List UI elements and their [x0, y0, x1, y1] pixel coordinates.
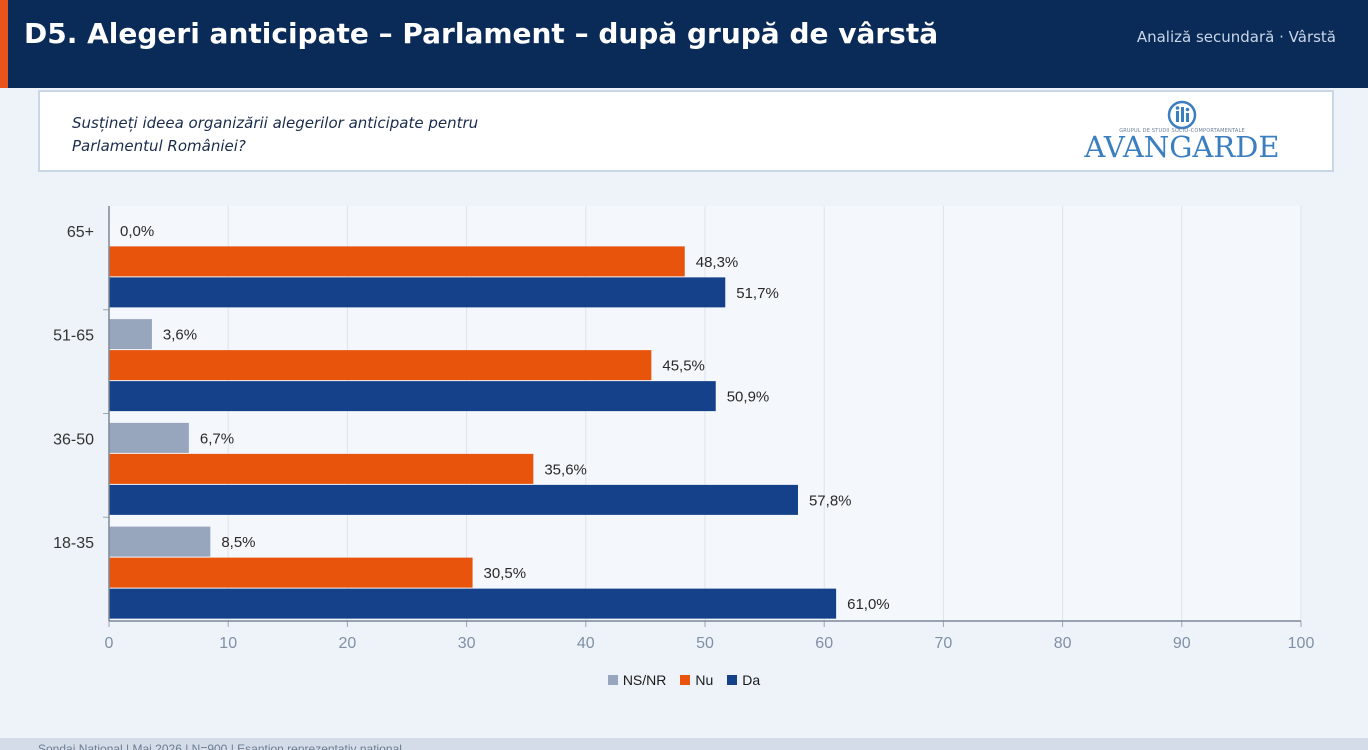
footer-bar: Sondaj Național | Mai 2026 | N=900 | Eșa… [0, 738, 1368, 750]
avangarde-logo: GRUPUL DE STUDII SOCIO-COMPORTAMENTALE A… [1082, 100, 1282, 164]
data-label: 57,8% [809, 492, 852, 509]
data-label: 45,5% [662, 358, 705, 375]
x-tick-label: 30 [458, 635, 476, 652]
data-label: 48,3% [696, 254, 739, 271]
legend-swatch [680, 675, 691, 685]
data-label: 51,7% [736, 285, 779, 302]
data-label: 3,6% [163, 327, 197, 344]
bar-ns-nr [109, 319, 152, 350]
bar-da [109, 588, 837, 619]
bar-da [109, 484, 798, 515]
x-tick-label: 100 [1288, 635, 1315, 652]
x-tick-label: 50 [696, 635, 714, 652]
data-label: 0,0% [120, 223, 154, 240]
bar-ns-nr [109, 422, 189, 453]
y-category-label: 51-65 [53, 328, 94, 345]
page-title: D5. Alegeri anticipate – Parlament – dup… [24, 17, 939, 50]
legend-label: NS/NR [622, 672, 667, 688]
chart-legend: NS/NR Nu Da [0, 671, 1368, 689]
y-category-label: 65+ [67, 224, 94, 241]
bar-nu [109, 350, 652, 381]
x-tick-label: 60 [815, 635, 833, 652]
x-tick-label: 0 [105, 635, 114, 652]
data-label: 50,9% [727, 389, 770, 406]
page-subtitle: Analiză secundară · Vârstă [1136, 28, 1336, 46]
footer-text: Sondaj Național | Mai 2026 | N=900 | Eșa… [38, 742, 402, 750]
data-label: 35,6% [544, 461, 587, 478]
y-category-label: 18-35 [53, 535, 94, 552]
header-bar: D5. Alegeri anticipate – Parlament – dup… [0, 0, 1368, 88]
bar-nu [109, 246, 685, 277]
x-tick-label: 90 [1173, 635, 1191, 652]
legend-item: Nu [680, 671, 713, 689]
x-tick-label: 20 [339, 635, 357, 652]
bar-ns-nr [109, 526, 211, 557]
data-label: 30,5% [484, 565, 527, 582]
data-label: 8,5% [221, 534, 255, 551]
data-label: 61,0% [847, 596, 890, 613]
data-label: 6,7% [200, 430, 234, 447]
logo-tagline: GRUPUL DE STUDII SOCIO-COMPORTAMENTALE [1119, 128, 1245, 134]
legend-swatch [727, 675, 738, 685]
legend-swatch [607, 675, 618, 685]
y-category-label: 36-50 [53, 431, 94, 448]
legend-label: Da [742, 672, 761, 688]
bar-nu [109, 557, 473, 588]
legend-label: Nu [695, 672, 714, 688]
bar-da [109, 277, 726, 308]
header-accent-stripe [0, 0, 8, 88]
survey-question: Susțineți ideea organizării alegerilor a… [72, 114, 479, 155]
logo-wordmark: AVANGARDE [1084, 130, 1280, 164]
legend-item: NS/NR [607, 671, 667, 689]
question-box: Susțineți ideea organizării alegerilor a… [38, 90, 1334, 172]
x-tick-label: 10 [219, 635, 237, 652]
legend-item: Da [727, 671, 760, 689]
bar-nu [109, 453, 534, 484]
bar-chart: 0 10 20 30 40 50 60 70 80 90 100 65+ 0,0% 48,3% 51,7% 5… [53, 206, 1315, 652]
x-tick-label: 40 [577, 635, 595, 652]
x-tick-label: 80 [1054, 635, 1072, 652]
logo-emblem-icon [1167, 100, 1197, 130]
bar-da [109, 381, 716, 412]
x-tick-label: 70 [935, 635, 953, 652]
